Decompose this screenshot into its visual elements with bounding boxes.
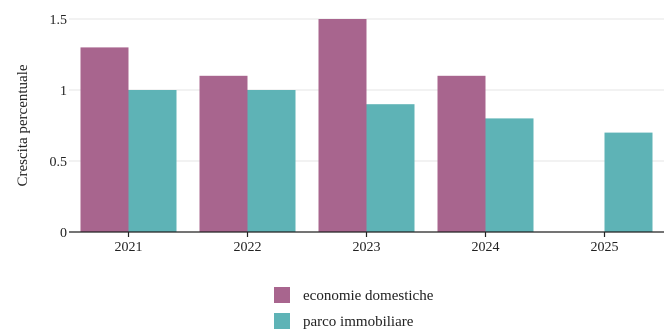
legend-label-economie-domestiche: economie domestiche bbox=[303, 288, 434, 304]
x-tick-label-2021: 2021 bbox=[115, 240, 143, 255]
x-axis-ticks: 2021 2022 2023 2024 2025 bbox=[115, 232, 619, 255]
bar-economie-domestiche-2023 bbox=[318, 19, 367, 232]
bar-economie-domestiche-2022 bbox=[199, 75, 248, 232]
bar-economie-domestiche-2024 bbox=[437, 75, 486, 232]
y-tick-label-1: 0.5 bbox=[50, 155, 68, 170]
x-tick-label-2022: 2022 bbox=[234, 240, 262, 255]
legend-swatch-parco-immobiliare bbox=[274, 313, 290, 329]
bars bbox=[80, 19, 653, 233]
legend-swatch-economie-domestiche bbox=[274, 287, 290, 303]
x-tick-label-2023: 2023 bbox=[353, 240, 381, 255]
y-axis-ticks: 0 0.5 1 1.5 bbox=[50, 13, 68, 241]
y-tick-label-3: 1.5 bbox=[50, 13, 68, 28]
legend: economie domestiche parco immobiliare bbox=[274, 287, 434, 329]
bar-parco-immobiliare-2025 bbox=[604, 132, 653, 232]
legend-label-parco-immobiliare: parco immobiliare bbox=[303, 314, 414, 329]
y-tick-label-2: 1 bbox=[60, 84, 67, 99]
x-tick-label-2024: 2024 bbox=[472, 240, 500, 255]
y-tick-label-0: 0 bbox=[60, 226, 67, 241]
bar-economie-domestiche-2021 bbox=[80, 47, 129, 233]
bar-parco-immobiliare-2021 bbox=[128, 90, 177, 232]
y-axis-title: Crescita percentuale bbox=[15, 64, 31, 186]
bar-parco-immobiliare-2024 bbox=[485, 118, 534, 232]
x-tick-label-2025: 2025 bbox=[591, 240, 619, 255]
bar-parco-immobiliare-2023 bbox=[366, 104, 415, 232]
bar-parco-immobiliare-2022 bbox=[247, 90, 296, 232]
